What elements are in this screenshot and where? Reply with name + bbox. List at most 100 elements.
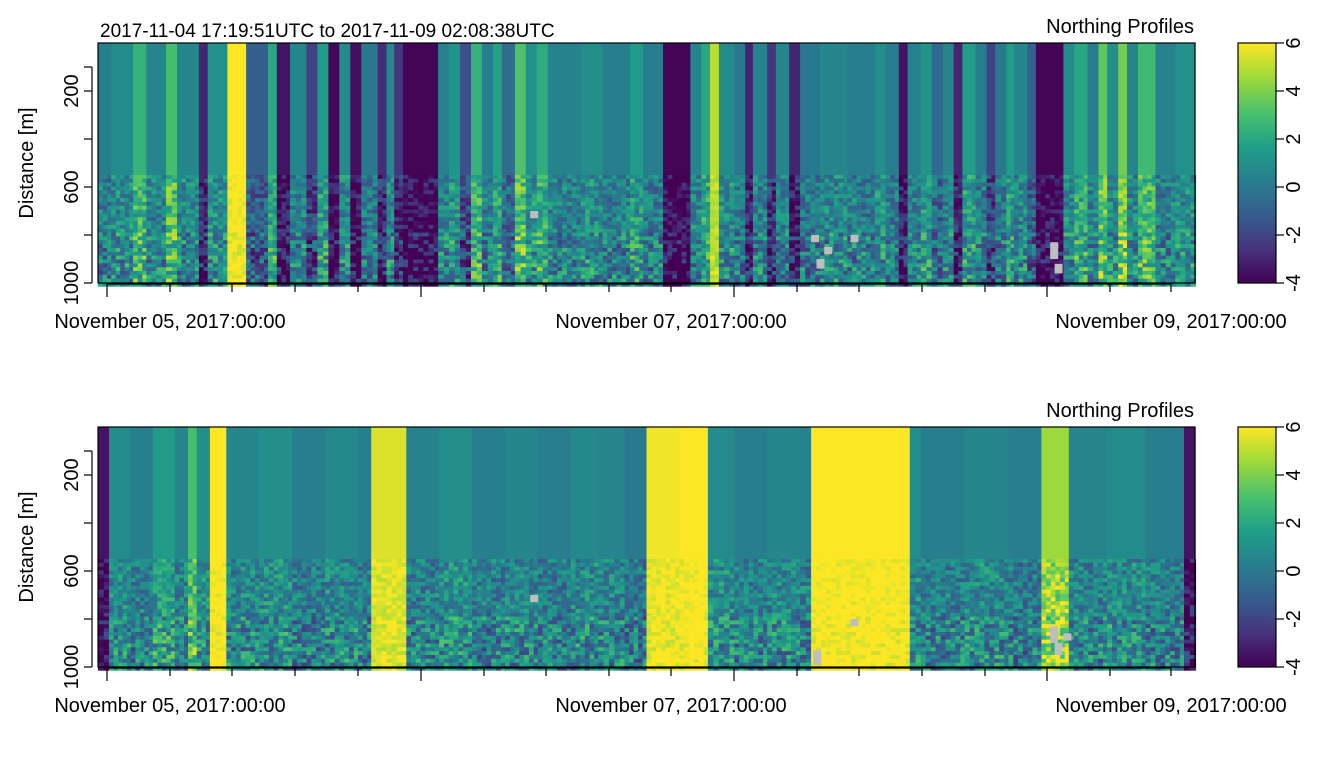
heatmap-cell — [562, 217, 568, 222]
heatmap-cell — [98, 240, 104, 245]
heatmap-cell — [398, 178, 405, 183]
heatmap-cell — [438, 274, 445, 279]
heatmap-cell — [177, 271, 182, 276]
heatmap-cell — [433, 198, 440, 203]
heatmap-cell — [672, 228, 678, 233]
heatmap-cell — [856, 178, 862, 183]
heatmap-cell — [241, 186, 248, 191]
heatmap-cell — [663, 271, 669, 276]
heatmap-cell — [361, 224, 368, 230]
heatmap-cell — [223, 236, 229, 241]
heatmap-cell — [598, 190, 604, 195]
heatmap-cell — [696, 271, 703, 276]
heatmap-cell — [690, 271, 697, 276]
heatmap-cell — [819, 251, 825, 256]
heatmap-cell — [598, 182, 604, 187]
heatmap-column — [630, 43, 644, 175]
heatmap-column — [306, 43, 318, 175]
heatmap-cell — [800, 271, 806, 276]
heatmap-cell — [361, 263, 368, 268]
heatmap-cell — [566, 244, 573, 249]
heatmap-column — [268, 43, 278, 175]
heatmap-cell — [301, 182, 308, 187]
heatmap-cell — [146, 240, 152, 245]
heatmap-cell — [870, 240, 876, 245]
heatmap-cell — [345, 259, 352, 264]
heatmap-cell — [686, 201, 692, 207]
heatmap-cell — [190, 271, 196, 276]
heatmap-cell — [443, 205, 451, 210]
heatmap-cell — [133, 278, 139, 283]
heatmap-cell — [724, 278, 730, 283]
heatmap-cell — [241, 267, 248, 272]
heatmap-cell — [386, 267, 392, 272]
heatmap-cell — [794, 194, 802, 199]
heatmap-cell — [819, 213, 825, 218]
heatmap-cell — [824, 198, 830, 203]
heatmap-cell — [317, 182, 324, 187]
heatmap-cell — [102, 251, 108, 256]
heatmap-cell — [780, 213, 786, 218]
heatmap-cell — [259, 182, 265, 187]
heatmap-cell — [465, 278, 473, 283]
heatmap-cell — [824, 271, 830, 276]
heatmap-cell — [525, 221, 533, 226]
heatmap-cell — [120, 232, 126, 237]
heatmap-cell — [594, 182, 600, 187]
heatmap-cell — [815, 224, 821, 230]
heatmap-cell — [186, 194, 191, 199]
heatmap-cell — [525, 267, 533, 272]
heatmap-cell — [476, 263, 484, 268]
heatmap-cell — [710, 224, 716, 230]
heatmap-cell — [681, 232, 687, 237]
heatmap-cell — [547, 251, 554, 256]
heatmap-cell — [780, 232, 786, 237]
heatmap-cell — [142, 175, 148, 180]
heatmap-cell — [190, 201, 196, 207]
heatmap-cell — [865, 232, 872, 237]
heatmap-cell — [423, 255, 429, 260]
heatmap-cell — [510, 271, 516, 276]
heatmap-cell — [171, 248, 179, 253]
heatmap-cell — [181, 201, 187, 207]
heatmap-cell — [916, 190, 922, 195]
heatmap-cell — [166, 201, 173, 207]
heatmap-cell — [207, 224, 214, 230]
heatmap-cell — [847, 209, 853, 214]
heatmap-cell — [255, 236, 261, 241]
heatmap-cell — [667, 263, 673, 268]
heatmap-cell — [847, 186, 853, 191]
heatmap-cell — [681, 186, 687, 191]
heatmap-cell — [724, 205, 730, 210]
heatmap-cell — [714, 251, 720, 256]
heatmap-cell — [129, 263, 135, 268]
heatmap-cell — [890, 186, 896, 191]
heatmap-cell — [107, 186, 113, 191]
heatmap-cell — [339, 175, 346, 180]
heatmap-cell — [634, 263, 640, 268]
heatmap-column — [501, 43, 516, 175]
heatmap-cell — [102, 178, 108, 183]
heatmap-cell — [232, 190, 238, 195]
heatmap-cell — [898, 198, 904, 203]
heatmap-cell — [639, 259, 645, 264]
heatmap-cell — [306, 190, 313, 195]
heatmap-cell — [120, 209, 126, 214]
heatmap-cell — [454, 244, 462, 249]
heatmap-cell — [598, 186, 604, 191]
heatmap-cell — [658, 244, 665, 249]
heatmap-cell — [382, 232, 388, 237]
heatmap-cell — [177, 259, 182, 264]
heatmap-cell — [677, 278, 683, 283]
heatmap-cell — [562, 255, 568, 260]
heatmap-cell — [639, 217, 645, 222]
heatmap-cell — [874, 274, 881, 279]
heatmap-cell — [339, 201, 346, 207]
heatmap-cell — [161, 232, 168, 237]
heatmap-cell — [580, 236, 586, 241]
heatmap-cell — [667, 251, 673, 256]
heatmap-cell — [317, 271, 324, 276]
heatmap-cell — [203, 255, 209, 260]
heatmap-cell — [557, 271, 563, 276]
heatmap-cell — [171, 213, 179, 218]
